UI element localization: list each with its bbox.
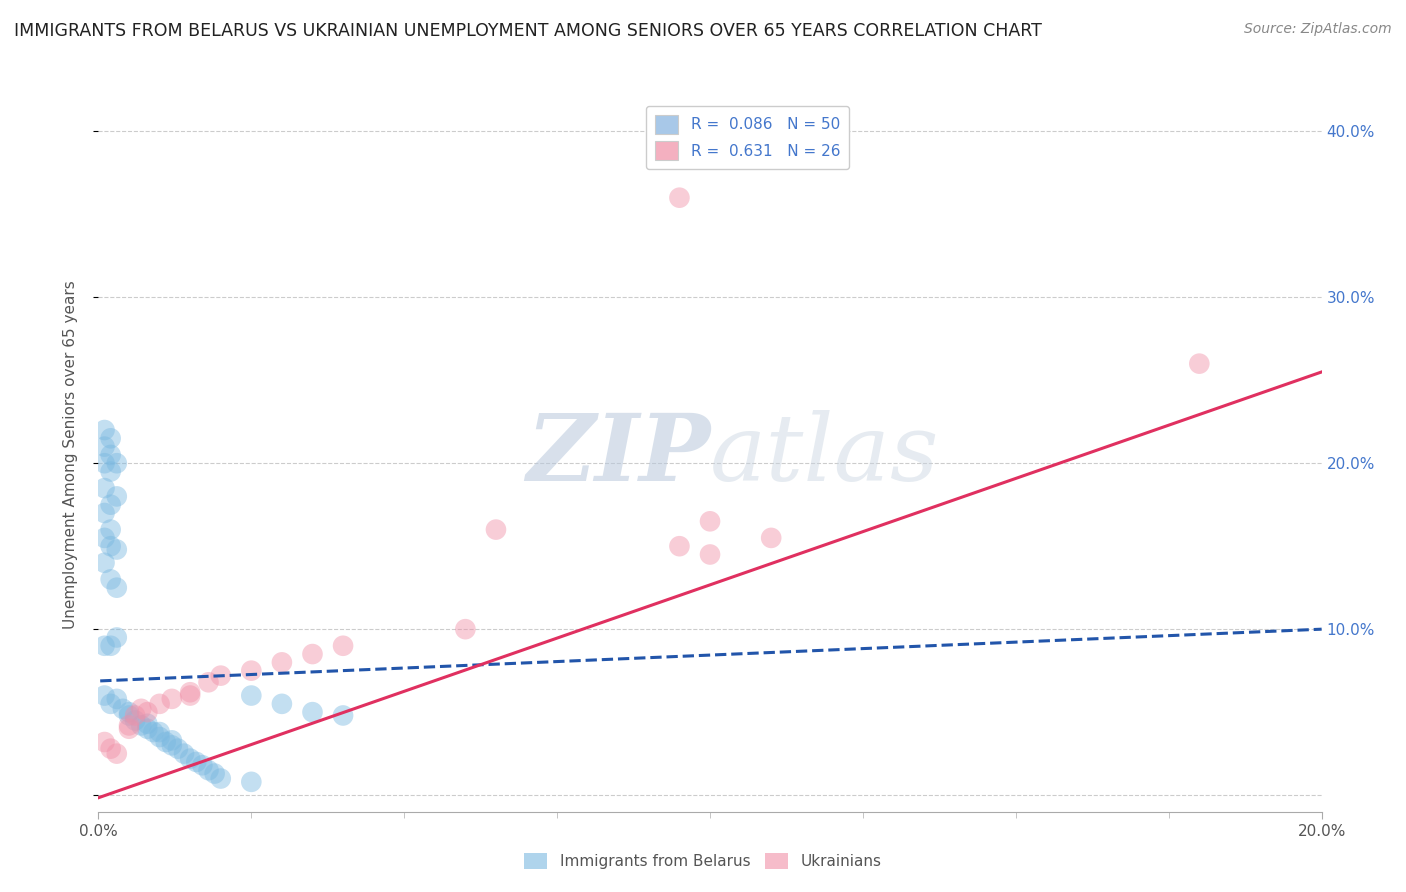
Point	[179, 751, 201, 765]
Point	[105, 691, 128, 706]
Point	[301, 647, 323, 661]
Point	[454, 622, 477, 636]
Point	[124, 708, 146, 723]
Point	[209, 668, 232, 682]
Point	[173, 747, 195, 761]
Point	[186, 755, 208, 769]
Point	[270, 656, 292, 670]
Point	[149, 730, 172, 744]
Point	[93, 440, 115, 454]
Point	[160, 733, 183, 747]
Text: ZIP: ZIP	[526, 410, 710, 500]
Point	[155, 735, 177, 749]
Point	[100, 741, 122, 756]
Point	[204, 766, 226, 780]
Point	[179, 685, 201, 699]
Point	[100, 639, 122, 653]
Point	[136, 722, 159, 736]
Point	[142, 725, 165, 739]
Point	[149, 725, 172, 739]
Point	[93, 423, 115, 437]
Point	[93, 556, 115, 570]
Text: Source: ZipAtlas.com: Source: ZipAtlas.com	[1244, 22, 1392, 37]
Point	[160, 691, 183, 706]
Point	[167, 741, 190, 756]
Point	[270, 697, 292, 711]
Point	[240, 689, 263, 703]
Point	[179, 689, 201, 703]
Point	[118, 705, 141, 719]
Point	[105, 747, 128, 761]
Point	[209, 772, 232, 786]
Point	[759, 531, 782, 545]
Point	[93, 531, 115, 545]
Point	[124, 714, 146, 728]
Point	[136, 716, 159, 731]
Legend: Immigrants from Belarus, Ukrainians: Immigrants from Belarus, Ukrainians	[519, 847, 887, 875]
Point	[485, 523, 508, 537]
Point	[118, 722, 141, 736]
Text: atlas: atlas	[710, 410, 939, 500]
Point	[100, 498, 122, 512]
Legend: R =  0.086   N = 50, R =  0.631   N = 26: R = 0.086 N = 50, R = 0.631 N = 26	[647, 106, 849, 169]
Point	[668, 191, 690, 205]
Point	[100, 448, 122, 462]
Point	[93, 689, 115, 703]
Point	[129, 718, 152, 732]
Point	[118, 718, 141, 732]
Point	[93, 735, 115, 749]
Point	[111, 702, 134, 716]
Point	[149, 697, 172, 711]
Point	[332, 639, 354, 653]
Point	[100, 523, 122, 537]
Point	[93, 481, 115, 495]
Text: IMMIGRANTS FROM BELARUS VS UKRAINIAN UNEMPLOYMENT AMONG SENIORS OVER 65 YEARS CO: IMMIGRANTS FROM BELARUS VS UKRAINIAN UNE…	[14, 22, 1042, 40]
Point	[240, 664, 263, 678]
Point	[93, 456, 115, 470]
Point	[100, 539, 122, 553]
Point	[136, 705, 159, 719]
Point	[105, 490, 128, 504]
Point	[160, 739, 183, 753]
Point	[100, 431, 122, 445]
Point	[100, 573, 122, 587]
Point	[240, 775, 263, 789]
Point	[100, 697, 122, 711]
Point	[699, 514, 721, 528]
Point	[100, 465, 122, 479]
Point	[118, 708, 141, 723]
Point	[301, 705, 323, 719]
Point	[332, 708, 354, 723]
Point	[197, 675, 219, 690]
Point	[105, 542, 128, 557]
Point	[699, 548, 721, 562]
Point	[191, 758, 214, 772]
Point	[668, 539, 690, 553]
Point	[105, 456, 128, 470]
Point	[105, 631, 128, 645]
Point	[105, 581, 128, 595]
Point	[197, 763, 219, 777]
Point	[129, 702, 152, 716]
Point	[1188, 357, 1211, 371]
Point	[93, 639, 115, 653]
Y-axis label: Unemployment Among Seniors over 65 years: Unemployment Among Seniors over 65 years	[63, 281, 77, 629]
Point	[93, 506, 115, 520]
